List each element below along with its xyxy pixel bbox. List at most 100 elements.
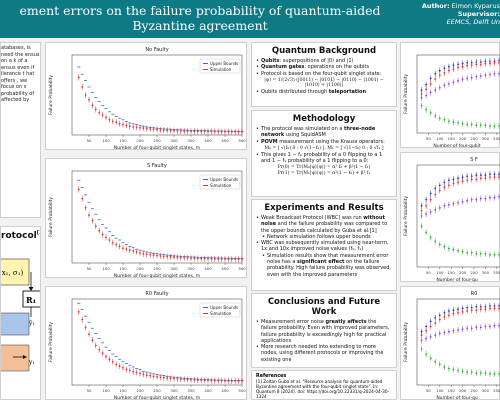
data-point xyxy=(475,372,478,374)
data-point xyxy=(461,65,464,68)
x-axis-label: Number of four-qubit xyxy=(433,143,480,149)
references-panel: References [1] Zoltan Guba et al. "Resou… xyxy=(251,370,397,400)
data-point xyxy=(493,372,496,375)
prob-zero-formula: Pr(0) = Tr(M₀|ψ⟩⟨ψ|) = α² f₀ + β²(1 − f₁… xyxy=(277,165,371,171)
data-point xyxy=(101,352,104,355)
data-point xyxy=(438,184,441,187)
diagram-y: y₁ xyxy=(28,359,35,366)
data-point xyxy=(420,210,423,212)
data-point xyxy=(425,337,428,340)
data-point xyxy=(484,308,487,311)
data-point xyxy=(94,108,97,111)
data-point xyxy=(489,372,491,375)
data-point xyxy=(220,379,223,382)
data-point xyxy=(443,181,446,184)
data-point xyxy=(443,366,446,368)
x-tick-label: 100 xyxy=(436,270,444,275)
data-point xyxy=(434,317,437,319)
data-point xyxy=(493,61,496,64)
data-point xyxy=(452,182,455,185)
data-point xyxy=(438,189,441,192)
data-point xyxy=(438,74,441,77)
data-point xyxy=(162,129,165,132)
kraus-operators-formula: M₀ = [ √(f₀) 0 ; 0 √(1−f₁) ], M₁ = [ √(1… xyxy=(264,145,384,151)
data-point xyxy=(224,379,226,382)
x-tick-label: 200 xyxy=(136,138,144,143)
data-point xyxy=(457,329,459,331)
data-point xyxy=(217,258,220,260)
data-point xyxy=(452,312,455,315)
data-point xyxy=(470,251,473,254)
data-point xyxy=(179,130,182,132)
plot-r0-faulty: R0 Faulty Failure Probability Number of fo… xyxy=(45,286,247,400)
data-point xyxy=(461,176,464,179)
data-point xyxy=(420,204,423,207)
data-point xyxy=(443,118,446,121)
data-point xyxy=(105,236,107,239)
data-point xyxy=(207,379,209,382)
x-tick-label: 150 xyxy=(119,266,127,271)
data-point xyxy=(98,229,101,232)
data-point xyxy=(77,188,80,191)
data-point xyxy=(448,65,450,68)
data-point xyxy=(438,314,441,317)
singlet-state-formula: |ψ⟩ = 1/(2√3) (|0011⟩ − |0101⟩ − |0110⟩ … xyxy=(264,77,384,88)
data-point xyxy=(108,118,111,121)
author-name: Eimon Kyparus xyxy=(451,2,500,10)
data-point xyxy=(457,369,459,372)
data-point xyxy=(420,347,423,350)
data-point xyxy=(94,225,97,228)
data-point xyxy=(443,72,446,74)
data-point xyxy=(156,375,158,378)
conclusions-panel: Conclusions and Future Work Measurement … xyxy=(251,293,397,368)
quantum-background-heading: Quantum Background xyxy=(271,46,377,56)
data-point xyxy=(425,353,428,355)
data-point xyxy=(200,257,203,260)
data-point xyxy=(484,197,487,200)
data-point xyxy=(466,327,469,330)
author-label: Author: xyxy=(421,2,450,10)
data-point xyxy=(457,66,459,69)
legend-label: Simulation xyxy=(210,311,232,316)
data-point xyxy=(429,335,432,338)
data-point xyxy=(125,124,128,127)
x-tick-label: 250 xyxy=(153,266,161,271)
data-point xyxy=(470,64,473,67)
data-point xyxy=(479,124,482,127)
x-tick-label: 350 xyxy=(187,138,195,143)
chart-title: R0 xyxy=(471,291,478,297)
data-point xyxy=(461,311,464,313)
data-point xyxy=(489,62,491,65)
x-tick-label: 50 xyxy=(426,270,431,275)
data-point xyxy=(448,367,450,370)
x-tick-label: 250 xyxy=(470,388,478,393)
methodology-panel: Methodology The protocol was simulated o… xyxy=(251,110,397,197)
data-point xyxy=(237,258,240,261)
data-point xyxy=(230,380,233,382)
data-point xyxy=(91,104,94,107)
data-point xyxy=(484,372,487,374)
data-point xyxy=(493,176,496,179)
data-point xyxy=(466,306,469,309)
data-point xyxy=(457,311,459,314)
x-tick-label: 150 xyxy=(448,136,456,141)
data-point xyxy=(429,211,432,213)
data-point xyxy=(142,127,145,130)
data-point xyxy=(475,326,478,329)
legend-label: Simulation xyxy=(210,67,232,72)
x-tick-label: 350 xyxy=(493,270,500,275)
data-point xyxy=(493,72,496,75)
x-tick-label: 200 xyxy=(136,266,144,271)
data-point xyxy=(429,77,432,80)
data-point xyxy=(111,241,114,244)
data-point xyxy=(425,329,428,332)
data-point xyxy=(190,130,192,133)
data-point xyxy=(489,253,491,256)
data-point xyxy=(479,326,482,329)
data-point xyxy=(429,320,432,323)
data-point xyxy=(475,198,478,201)
data-point xyxy=(200,130,203,133)
data-point xyxy=(470,123,473,126)
data-point xyxy=(461,78,464,81)
